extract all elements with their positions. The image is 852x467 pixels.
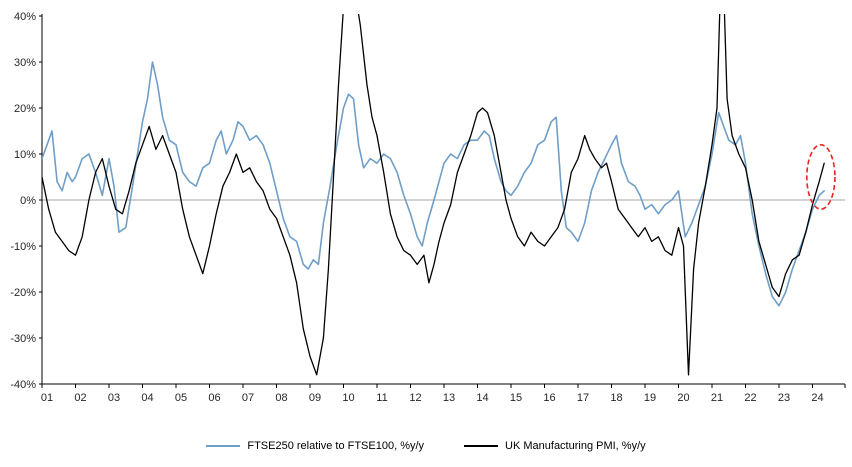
- svg-text:18: 18: [610, 392, 622, 404]
- svg-text:-40%: -40%: [10, 379, 36, 391]
- chart-canvas: 40% 30% 20% 10% 0% -10% -20% -30% -40% 01 02 03 04 05…: [10, 11, 846, 404]
- svg-text:10%: 10%: [14, 149, 36, 161]
- svg-text:08: 08: [275, 392, 287, 404]
- legend-label-ftse250: FTSE250 relative to FTSE100, %y/y: [247, 440, 425, 452]
- svg-text:10: 10: [342, 392, 354, 404]
- svg-text:-10%: -10%: [10, 241, 36, 253]
- svg-text:40%: 40%: [14, 11, 36, 23]
- svg-text:11: 11: [376, 392, 387, 404]
- svg-text:02: 02: [74, 392, 86, 404]
- svg-text:23: 23: [778, 392, 790, 404]
- svg-text:16: 16: [543, 392, 555, 404]
- legend-item-ftse250: FTSE250 relative to FTSE100, %y/y: [206, 440, 424, 452]
- svg-text:20: 20: [677, 392, 689, 404]
- chart-legend: FTSE250 relative to FTSE100, %y/y UK Man…: [0, 440, 852, 452]
- svg-text:17: 17: [577, 392, 589, 404]
- svg-text:-20%: -20%: [10, 287, 36, 299]
- legend-line-sample: [206, 445, 241, 447]
- svg-text:03: 03: [108, 392, 120, 404]
- svg-text:01: 01: [41, 392, 53, 404]
- svg-text:19: 19: [644, 392, 656, 404]
- svg-text:21: 21: [711, 392, 723, 404]
- svg-text:12: 12: [409, 392, 421, 404]
- svg-text:0%: 0%: [20, 195, 36, 207]
- svg-text:20%: 20%: [14, 103, 36, 115]
- legend-line-sample: [464, 445, 499, 447]
- svg-text:24: 24: [811, 392, 823, 404]
- svg-text:04: 04: [141, 392, 153, 404]
- svg-text:-30%: -30%: [10, 333, 36, 345]
- svg-text:05: 05: [175, 392, 187, 404]
- svg-text:06: 06: [208, 392, 220, 404]
- svg-text:30%: 30%: [14, 57, 36, 69]
- svg-text:22: 22: [744, 392, 756, 404]
- svg-text:09: 09: [309, 392, 321, 404]
- svg-text:15: 15: [510, 392, 522, 404]
- legend-item-pmi: UK Manufacturing PMI, %y/y: [464, 440, 646, 452]
- svg-text:14: 14: [476, 392, 488, 404]
- svg-text:13: 13: [443, 392, 455, 404]
- legend-label-pmi: UK Manufacturing PMI, %y/y: [505, 440, 646, 452]
- svg-text:07: 07: [242, 392, 254, 404]
